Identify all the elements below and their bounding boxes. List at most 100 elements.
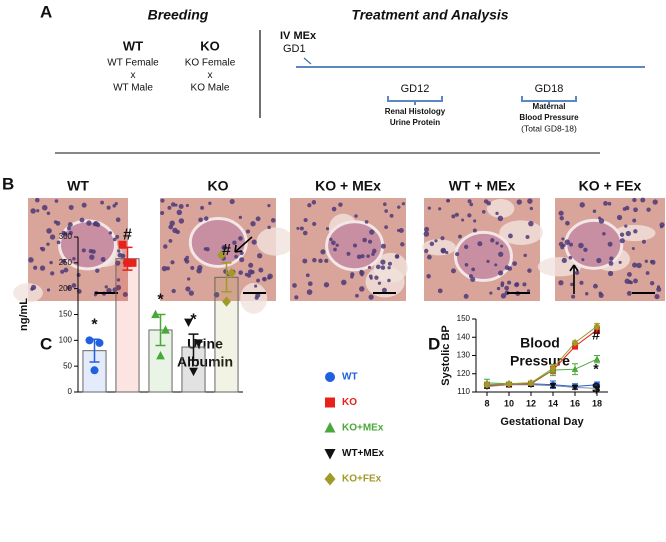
nucleus	[248, 262, 254, 268]
nucleus	[618, 260, 622, 264]
nucleus	[497, 215, 504, 222]
nucleus	[299, 226, 304, 231]
nucleus	[165, 266, 170, 271]
nucleus	[384, 209, 388, 213]
nucleus	[504, 290, 510, 296]
step-line: (Total GD8-18)	[521, 123, 577, 133]
marker	[194, 339, 203, 348]
nucleus	[250, 269, 255, 275]
nucleus	[72, 257, 76, 261]
bracket	[387, 96, 443, 105]
nucleus	[174, 203, 178, 207]
nucleus	[607, 241, 613, 247]
x-tick-label: 10	[504, 398, 514, 408]
glomerulus	[188, 216, 248, 268]
nucleus	[451, 268, 456, 274]
nucleus	[238, 215, 243, 219]
nucleus	[483, 199, 489, 204]
nucleus	[104, 285, 108, 289]
y-axis-label: Systolic BP	[440, 325, 452, 386]
treatment-title: Treatment and Analysis	[351, 7, 508, 23]
nucleus	[303, 218, 308, 223]
nucleus	[596, 257, 602, 264]
y-tick-label: 130	[457, 351, 471, 360]
nucleus	[46, 211, 51, 215]
nucleus	[469, 202, 474, 207]
nucleus	[649, 280, 655, 286]
nucleus	[507, 280, 512, 285]
nucleus	[445, 250, 449, 255]
nucleus	[115, 234, 120, 239]
nucleus	[646, 207, 651, 212]
nucleus	[585, 292, 589, 296]
nucleus	[331, 240, 336, 246]
nucleus	[367, 265, 372, 270]
tubule	[256, 227, 295, 256]
nucleus	[632, 262, 638, 268]
nucleus	[307, 281, 313, 287]
nucleus	[100, 257, 106, 262]
nucleus	[311, 200, 317, 205]
nucleus	[367, 239, 373, 244]
nucleus	[270, 218, 276, 223]
nucleus	[28, 257, 34, 263]
nucleus	[570, 282, 574, 287]
series-line	[486, 325, 598, 386]
nucleus	[120, 253, 126, 259]
nucleus	[356, 254, 362, 260]
nucleus	[115, 217, 121, 223]
step-day: GD18	[535, 83, 564, 95]
marker	[118, 240, 127, 249]
nucleus	[659, 222, 665, 228]
nucleus	[50, 271, 55, 276]
nucleus	[178, 218, 185, 224]
nucleus	[641, 239, 646, 244]
x-axis-label: Gestational Day	[500, 416, 584, 428]
nucleus	[67, 222, 73, 228]
tubule	[537, 257, 582, 277]
nucleus	[294, 295, 299, 300]
nucleus	[324, 258, 329, 263]
marker	[324, 449, 336, 460]
y-axis-label: ng/mL	[18, 298, 30, 331]
bar	[214, 276, 239, 393]
nucleus	[602, 231, 606, 236]
nucleus	[369, 229, 375, 235]
nucleus	[454, 212, 459, 217]
legend-label: WT	[342, 372, 358, 383]
nucleus	[380, 259, 386, 265]
nucleus	[495, 241, 499, 245]
nucleus	[312, 257, 317, 263]
nucleus	[81, 202, 87, 208]
nucleus	[558, 210, 564, 216]
legend-label: KO+FEx	[342, 474, 382, 485]
annotation: #	[222, 242, 231, 259]
nucleus	[397, 205, 401, 209]
nucleus	[624, 205, 630, 211]
nucleus	[116, 278, 121, 282]
nucleus	[246, 229, 251, 234]
nucleus	[645, 271, 650, 275]
nucleus	[170, 260, 175, 265]
nucleus	[561, 257, 567, 264]
nucleus	[559, 215, 564, 221]
nucleus	[359, 286, 365, 292]
nucleus	[558, 280, 564, 286]
nucleus	[632, 197, 637, 203]
tubule	[499, 220, 544, 245]
nucleus	[46, 288, 51, 292]
nucleus	[190, 265, 195, 271]
nucleus	[239, 257, 245, 263]
nucleus	[254, 295, 259, 300]
nucleus	[312, 221, 317, 227]
panel-label: B	[2, 174, 14, 193]
nucleus	[254, 284, 258, 288]
nucleus	[398, 228, 404, 233]
nucleus	[257, 253, 263, 259]
nucleus	[46, 242, 50, 246]
nucleus	[514, 282, 519, 288]
tubule	[240, 282, 268, 314]
nucleus	[384, 225, 389, 230]
nucleus	[108, 231, 113, 235]
